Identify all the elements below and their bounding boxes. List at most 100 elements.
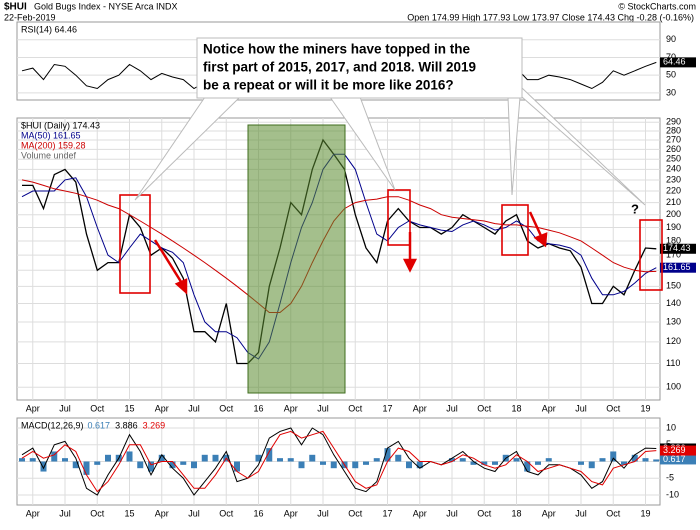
- y-tick-label: 290: [666, 117, 681, 127]
- x-tick-label: 18: [511, 403, 521, 413]
- histogram-bar: [137, 461, 144, 469]
- x-tick-label: Oct: [348, 403, 363, 413]
- y-tick-label: 110: [666, 358, 680, 368]
- y-tick-label: 70: [666, 52, 676, 62]
- x-tick-label: Jul: [188, 403, 200, 413]
- x-tick-label: Oct: [219, 508, 234, 518]
- question-mark: ?: [631, 201, 639, 216]
- y-tick-label: 180: [666, 235, 681, 245]
- histogram-bar: [459, 458, 466, 462]
- histogram-bar: [330, 461, 337, 469]
- x-tick-label: Oct: [606, 403, 621, 413]
- histogram-bar: [373, 458, 380, 462]
- legend-entry: 0.617: [88, 420, 111, 430]
- histogram-bar: [481, 461, 488, 465]
- histogram-bar: [212, 454, 219, 462]
- x-tick-label: Apr: [26, 403, 40, 413]
- histogram-bar: [94, 461, 101, 465]
- histogram-bar: [492, 461, 498, 465]
- histogram-bar: [395, 454, 402, 462]
- histogram-bar: [234, 461, 240, 472]
- legend-entry: RSI(14) 64.46: [21, 24, 77, 34]
- x-tick-label: Oct: [90, 508, 105, 518]
- legend-entry: 3.886: [115, 420, 138, 430]
- histogram-bar: [449, 458, 455, 462]
- histogram-bar: [255, 454, 262, 462]
- histogram-bar: [610, 451, 617, 462]
- histogram-bar: [352, 461, 359, 469]
- histogram-bar: [545, 458, 552, 462]
- y-tick-label: 120: [666, 336, 681, 346]
- x-tick-label: Oct: [477, 508, 492, 518]
- x-tick-label: 16: [253, 508, 263, 518]
- note-line: first part of 2015, 2017, and 2018. Will…: [203, 60, 476, 75]
- histogram-bar: [287, 458, 294, 462]
- y-tick-label: 100: [666, 382, 681, 392]
- histogram-bar: [470, 461, 477, 465]
- histogram-bar: [62, 458, 68, 462]
- y-tick-label: 250: [666, 154, 681, 164]
- y-tick-label: 50: [666, 70, 676, 80]
- histogram-bar: [513, 458, 520, 462]
- y-tick-label: 230: [666, 174, 681, 184]
- x-tick-label: Jul: [317, 403, 329, 413]
- x-tick-label: 18: [511, 508, 521, 518]
- histogram-bar: [158, 454, 165, 462]
- symbol: $HUI: [4, 2, 27, 13]
- note-box: [196, 37, 523, 99]
- histogram-bar: [599, 458, 606, 462]
- legend-entry: $HUI (Daily) 174.43: [21, 120, 100, 130]
- legend-title: MACD(12,26,9): [21, 420, 84, 430]
- credit: © StockCharts.com: [618, 1, 696, 11]
- date: 22-Feb-2019: [4, 12, 56, 22]
- x-tick-label: Oct: [606, 508, 621, 518]
- x-tick-label: Jul: [59, 508, 71, 518]
- x-tick-label: Jul: [446, 508, 458, 518]
- highlight-2016: [247, 124, 346, 394]
- x-tick-label: 15: [124, 508, 134, 518]
- value-tag-label: 64.46: [663, 57, 686, 67]
- down-arrows: [153, 211, 548, 295]
- histogram-bar: [642, 458, 649, 462]
- value-tag: [660, 445, 696, 456]
- x-tick-label: Jul: [575, 403, 587, 413]
- histogram-bar: [105, 454, 111, 462]
- x-tick-label: 17: [382, 403, 392, 413]
- x-tick-label: 19: [640, 508, 650, 518]
- series-line: [21, 427, 657, 496]
- x-tick-label: Apr: [284, 403, 298, 413]
- histogram-bar: [363, 461, 369, 465]
- note-line: be a repeat or will it be more like 2016…: [203, 78, 454, 93]
- value-tag: [660, 262, 696, 273]
- value-tag: [660, 57, 696, 68]
- value-tag: [660, 243, 696, 254]
- x-tick-label: 15: [124, 403, 134, 413]
- x-tick-label: Jul: [446, 403, 458, 413]
- histogram-bar: [83, 461, 90, 475]
- histogram-bar: [180, 461, 187, 465]
- x-tick-label: Oct: [477, 403, 492, 413]
- histogram-bar: [524, 461, 531, 472]
- y-tick-label: 270: [666, 134, 681, 144]
- histogram-bar: [406, 461, 412, 469]
- histogram-bar: [621, 461, 627, 465]
- histogram-bar: [126, 451, 133, 462]
- legend-entry: MA(200) 159.28: [21, 140, 86, 150]
- series-line: [21, 430, 657, 493]
- histogram-bar: [169, 461, 176, 469]
- y-tick-label: 240: [666, 164, 681, 174]
- annotations: ? Notice how the miners have topped in t…: [119, 37, 663, 394]
- histogram-bar: [309, 454, 316, 462]
- top-boxes: [119, 189, 663, 294]
- legend-entry: 3.269: [143, 420, 166, 430]
- y-tick-label: 10: [666, 422, 676, 432]
- y-tick-label: 30: [666, 87, 676, 97]
- y-tick-label: 260: [666, 144, 681, 154]
- histogram-bar: [384, 448, 391, 462]
- histogram-bar: [588, 461, 595, 469]
- value-tag-label: 3.269: [663, 445, 686, 455]
- histogram-bar: [631, 454, 638, 462]
- y-tick-label: 210: [666, 197, 681, 207]
- x-tick-label: Apr: [155, 508, 169, 518]
